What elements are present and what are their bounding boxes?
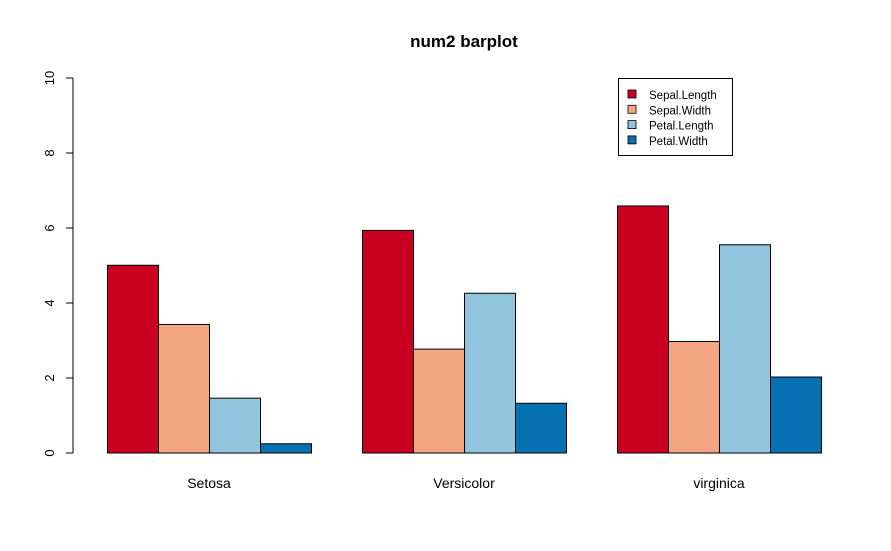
legend-swatch: [627, 135, 637, 145]
legend-swatch: [627, 104, 637, 114]
legend-label: Sepal.Length: [649, 90, 717, 102]
y-tick-label: 4: [42, 299, 57, 306]
legend-label: Petal.Length: [649, 121, 714, 133]
bar-petal-width-setosa: [260, 443, 312, 454]
legend-swatch: [627, 120, 637, 129]
bar-sepal-length-versicolor: [362, 229, 414, 454]
category-label: Setosa: [187, 475, 231, 491]
bar-sepal-width-versicolor: [413, 348, 465, 454]
bar-sepal-width-setosa: [158, 323, 210, 454]
category-label: virginica: [693, 475, 745, 491]
bar-petal-length-versicolor: [464, 292, 516, 454]
bar-petal-width-virginica: [770, 376, 822, 454]
legend-label: Petal.Width: [649, 136, 708, 148]
category-label: Versicolor: [433, 475, 495, 491]
y-tick-label: 10: [42, 71, 57, 85]
chart-title: num2 barplot: [410, 32, 518, 51]
legend-swatch: [627, 89, 637, 99]
y-tick-label: 8: [42, 149, 57, 156]
bar-petal-width-versicolor: [515, 402, 567, 454]
y-tick-label: 6: [42, 224, 57, 231]
category-labels: Setosa Versicolor virginica: [187, 475, 745, 491]
y-tick-label: 2: [42, 374, 57, 381]
bar-sepal-length-virginica: [617, 205, 669, 454]
legend-box: [618, 78, 733, 156]
bar-sepal-width-virginica: [668, 340, 720, 454]
y-axis: 0 2 4 6 8 10: [42, 71, 74, 457]
bar-petal-length-virginica: [719, 244, 771, 454]
bar-sepal-length-setosa: [107, 264, 159, 454]
bars-group: [107, 205, 822, 454]
legend-label: Sepal.Width: [649, 105, 711, 117]
legend: Sepal.Length Sepal.Width Petal.Length Petal…: [618, 78, 733, 156]
bar-petal-length-setosa: [209, 397, 261, 454]
y-tick-label: 0: [42, 449, 57, 456]
